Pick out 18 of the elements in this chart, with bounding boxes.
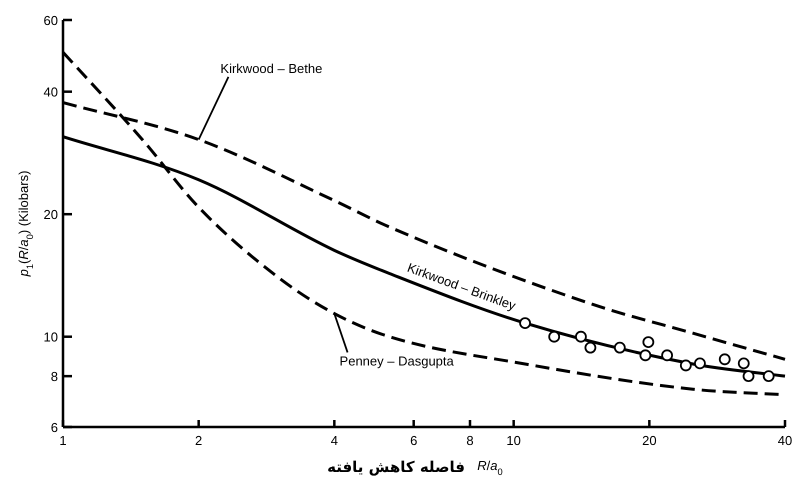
x-tick-label: 40 [778,433,792,448]
x-tick-label: 1 [59,433,67,448]
x-tick-label: 8 [466,433,474,448]
x-tick-label: 6 [410,433,418,448]
text: Kirkwood – Bethe [220,60,322,76]
y-tick-label: 6 [50,420,58,435]
x-axis-title: R/a$_{0}$ [477,458,503,477]
y-tick-label: 60 [44,13,58,28]
y-tick-label: 20 [44,207,58,222]
y-tick-label: 40 [44,84,58,100]
x-tick-label: 20 [642,433,657,448]
y-tick-label: 8 [50,369,58,384]
text: فاصله کاهش یافته [327,458,465,476]
series-label: Penney – Dasgupta [340,353,455,368]
x-tick-label: 4 [330,433,338,448]
y-tick-label: 10 [44,330,58,345]
x-tick-label: 2 [195,433,202,448]
x-tick-label: 10 [506,433,521,448]
